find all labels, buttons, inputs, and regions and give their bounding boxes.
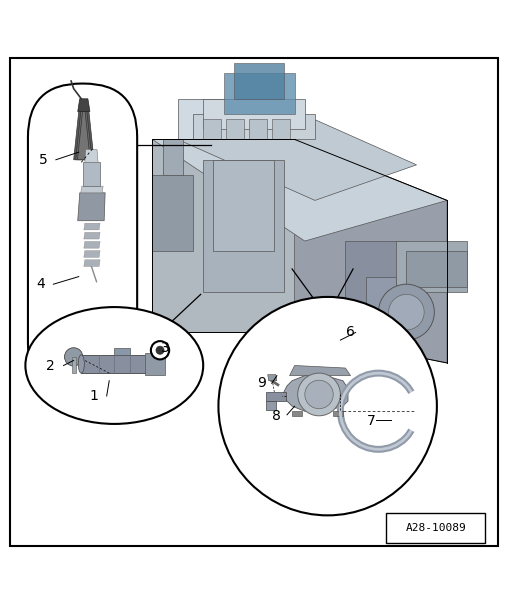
Text: 5: 5 — [39, 153, 48, 167]
Polygon shape — [292, 411, 302, 416]
Polygon shape — [152, 175, 193, 251]
Polygon shape — [72, 357, 76, 373]
Polygon shape — [178, 99, 279, 140]
Text: 3: 3 — [161, 341, 170, 355]
Polygon shape — [203, 160, 284, 292]
Text: 6: 6 — [346, 326, 355, 339]
Polygon shape — [268, 374, 277, 381]
Text: 8: 8 — [272, 410, 281, 423]
Polygon shape — [193, 114, 315, 140]
Polygon shape — [366, 277, 396, 332]
Circle shape — [65, 348, 83, 366]
Circle shape — [389, 294, 424, 330]
Polygon shape — [78, 193, 105, 220]
Circle shape — [151, 341, 169, 359]
Ellipse shape — [78, 355, 84, 373]
Circle shape — [378, 284, 434, 340]
Polygon shape — [249, 119, 267, 140]
Text: 2: 2 — [46, 359, 55, 373]
Ellipse shape — [25, 307, 203, 424]
Polygon shape — [266, 392, 286, 401]
Polygon shape — [78, 99, 90, 112]
Polygon shape — [81, 355, 147, 373]
Polygon shape — [234, 63, 284, 99]
Polygon shape — [77, 112, 90, 160]
Polygon shape — [345, 241, 406, 332]
Polygon shape — [81, 186, 103, 193]
Polygon shape — [145, 353, 165, 375]
Polygon shape — [272, 119, 290, 140]
Text: 7: 7 — [366, 414, 375, 428]
Circle shape — [305, 381, 333, 409]
Polygon shape — [76, 112, 92, 160]
Text: 9: 9 — [257, 376, 266, 390]
Polygon shape — [114, 348, 130, 355]
Polygon shape — [266, 401, 276, 410]
Polygon shape — [226, 119, 244, 140]
Polygon shape — [147, 357, 163, 371]
Polygon shape — [178, 104, 417, 201]
Polygon shape — [85, 150, 98, 162]
Polygon shape — [295, 140, 447, 363]
FancyBboxPatch shape — [386, 513, 485, 544]
Polygon shape — [333, 411, 343, 416]
Polygon shape — [152, 140, 447, 241]
Polygon shape — [84, 260, 100, 266]
Polygon shape — [224, 74, 295, 114]
Polygon shape — [84, 242, 100, 248]
Polygon shape — [84, 223, 100, 230]
Polygon shape — [84, 233, 100, 239]
Text: 4: 4 — [36, 277, 45, 291]
Polygon shape — [152, 140, 295, 332]
Polygon shape — [203, 119, 221, 140]
Polygon shape — [406, 251, 467, 287]
Polygon shape — [83, 162, 100, 186]
Polygon shape — [203, 99, 305, 129]
Polygon shape — [213, 160, 274, 251]
FancyBboxPatch shape — [28, 83, 137, 396]
Circle shape — [156, 346, 164, 355]
Polygon shape — [396, 241, 467, 292]
Circle shape — [218, 297, 437, 515]
Wedge shape — [405, 390, 422, 433]
Text: A28-10089: A28-10089 — [405, 523, 466, 533]
Polygon shape — [282, 376, 348, 411]
Polygon shape — [290, 365, 351, 376]
Polygon shape — [163, 140, 183, 175]
Polygon shape — [74, 112, 94, 160]
Polygon shape — [84, 251, 100, 257]
Circle shape — [298, 373, 340, 416]
Text: 1: 1 — [89, 389, 99, 403]
